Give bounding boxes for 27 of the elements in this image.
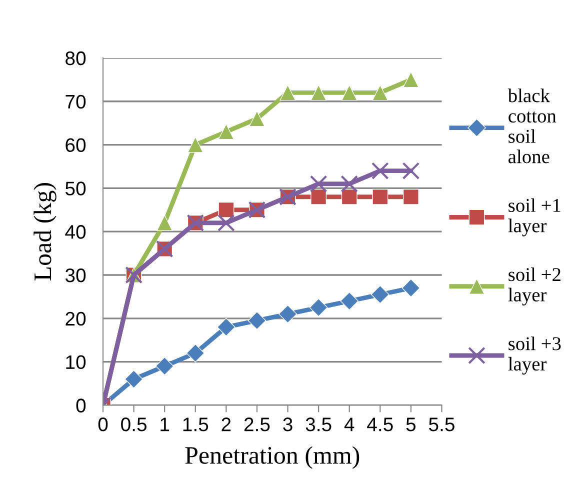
y-tick-label: 10 bbox=[66, 355, 86, 370]
y-tick-label: 30 bbox=[65, 268, 86, 282]
y-axis-title: Load (kg) bbox=[34, 183, 56, 280]
x-tick-label: 5.5 bbox=[429, 418, 454, 432]
x-tick-label: 0.5 bbox=[121, 418, 147, 432]
x-tick-label: 1.5 bbox=[183, 418, 208, 432]
x-tick-label: 2.5 bbox=[244, 418, 270, 432]
x-tick-label: 2 bbox=[222, 418, 231, 432]
x-tick-label: 4 bbox=[344, 418, 354, 432]
legend-label: soil +2 layer bbox=[508, 267, 560, 306]
x-tick-label: 3 bbox=[283, 418, 292, 432]
x-tick-label: 0 bbox=[98, 418, 108, 432]
x-axis-title: Penetration (mm) bbox=[185, 446, 360, 469]
y-tick-label: 40 bbox=[65, 225, 86, 239]
x-tick-label: 5 bbox=[406, 418, 416, 432]
y-tick-label: 60 bbox=[66, 138, 86, 152]
x-tick-label: 4.5 bbox=[367, 418, 393, 432]
x-tick-label: 1 bbox=[160, 418, 170, 432]
legend-label: black cotton soil alone bbox=[508, 88, 556, 164]
y-tick-label: 70 bbox=[66, 94, 86, 109]
y-tick-label: 0 bbox=[76, 398, 86, 412]
legend-label: soil +1 layer bbox=[508, 198, 560, 236]
y-tick-label: 50 bbox=[66, 182, 86, 196]
legend-label: soil +3 layer bbox=[508, 336, 561, 375]
y-tick-label: 20 bbox=[66, 312, 86, 326]
y-tick-label: 80 bbox=[66, 51, 86, 66]
x-tick-label: 3.5 bbox=[306, 418, 332, 432]
